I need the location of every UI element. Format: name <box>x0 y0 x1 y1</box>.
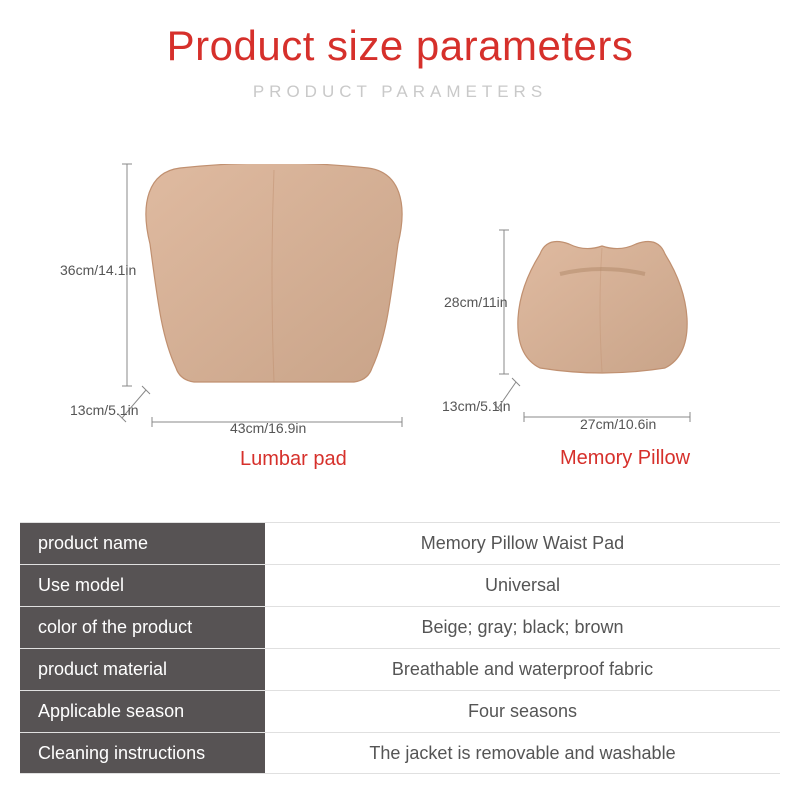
spec-value: Universal <box>265 565 780 606</box>
spec-key: Cleaning instructions <box>20 733 265 773</box>
spec-value: Memory Pillow Waist Pad <box>265 523 780 564</box>
spec-table: product name Memory Pillow Waist Pad Use… <box>20 522 780 774</box>
lumbar-dimension-lines <box>122 142 422 442</box>
table-row: color of the product Beige; gray; black;… <box>20 606 780 648</box>
table-row: Applicable season Four seasons <box>20 690 780 732</box>
memory-width-dim: 27cm/10.6in <box>580 416 656 432</box>
header: Product size parameters PRODUCT PARAMETE… <box>0 0 800 102</box>
spec-key: Applicable season <box>20 691 265 732</box>
memory-depth-dim: 13cm/5.1in <box>442 398 510 414</box>
table-row: product name Memory Pillow Waist Pad <box>20 522 780 564</box>
memory-height-dim: 28cm/11in <box>444 294 508 310</box>
spec-value: Breathable and waterproof fabric <box>265 649 780 690</box>
spec-value: The jacket is removable and washable <box>265 733 780 773</box>
spec-key: color of the product <box>20 607 265 648</box>
page-subtitle: PRODUCT PARAMETERS <box>0 82 800 102</box>
spec-key: product name <box>20 523 265 564</box>
table-row: Use model Universal <box>20 564 780 606</box>
memory-pillow-label: Memory Pillow <box>560 447 690 470</box>
lumbar-depth-dim: 13cm/5.1in <box>70 402 138 418</box>
lumbar-pad-group: 36cm/14.1in 13cm/5.1in 43cm/16.9in Lumba… <box>130 142 430 472</box>
spec-value: Four seasons <box>265 691 780 732</box>
memory-dimension-lines <box>490 222 720 442</box>
lumbar-pad-label: Lumbar pad <box>240 448 347 471</box>
product-diagram-area: 36cm/14.1in 13cm/5.1in 43cm/16.9in Lumba… <box>0 112 800 487</box>
spec-value: Beige; gray; black; brown <box>265 607 780 648</box>
lumbar-width-dim: 43cm/16.9in <box>230 420 306 436</box>
lumbar-height-dim: 36cm/14.1in <box>60 262 136 278</box>
memory-pillow-group: 28cm/11in 13cm/5.1in 27cm/10.6in Memory … <box>490 222 740 482</box>
table-row: Cleaning instructions The jacket is remo… <box>20 732 780 774</box>
spec-key: Use model <box>20 565 265 606</box>
table-row: product material Breathable and waterpro… <box>20 648 780 690</box>
page-title: Product size parameters <box>0 22 800 70</box>
spec-key: product material <box>20 649 265 690</box>
